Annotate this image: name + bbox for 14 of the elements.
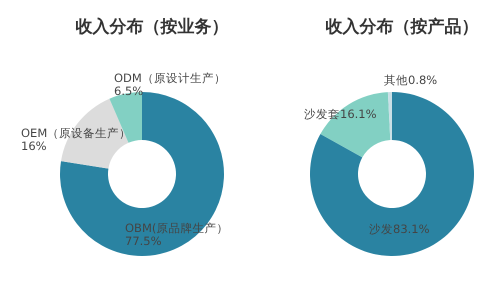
slice-label: OBM(原品牌生产） (125, 221, 228, 235)
data-label: 77.5% (125, 234, 162, 248)
data-label: 0.8% (408, 73, 438, 87)
chart-title: 收入分布（按业务） (76, 17, 228, 37)
donut-slice (61, 98, 128, 169)
donut-slice (388, 92, 392, 140)
slice-label: 其他 (384, 73, 408, 87)
slice-label: 沙发 (369, 222, 393, 236)
data-label: 16.1% (340, 107, 377, 121)
slice-label: ODM（原设计生产） (114, 71, 226, 85)
slice-label: OEM（原设备生产） (21, 126, 132, 140)
data-label: 83.1% (393, 222, 430, 236)
data-label: 16% (21, 139, 47, 153)
chart-title: 收入分布（按产品） (326, 17, 478, 37)
